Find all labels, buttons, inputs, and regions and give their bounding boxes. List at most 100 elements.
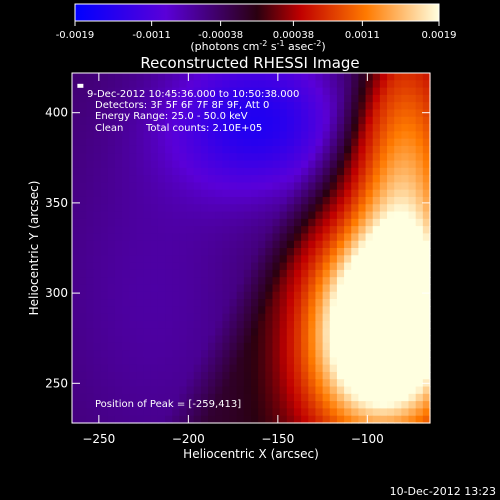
heatmap-cell — [79, 196, 87, 205]
heatmap-cell — [157, 226, 166, 235]
heatmap-cell — [372, 131, 381, 140]
heatmap-cell — [243, 408, 252, 417]
heatmap-cell — [114, 182, 123, 191]
heatmap-cell — [387, 240, 395, 249]
heatmap-cell — [157, 277, 166, 286]
heatmap-cell — [86, 189, 95, 198]
heatmap-cell — [136, 415, 145, 424]
heatmap-cell — [107, 240, 116, 249]
heatmap-cell — [114, 175, 123, 183]
heatmap-cell — [251, 299, 259, 307]
heatmap-cell — [251, 102, 259, 111]
heatmap-cell — [265, 255, 274, 264]
heatmap-cell — [286, 291, 295, 300]
heatmap-cell — [107, 313, 116, 322]
heatmap-cell — [379, 102, 388, 111]
heatmap-cell — [122, 196, 130, 205]
heatmap-cell — [336, 196, 345, 205]
heatmap-cell — [114, 248, 123, 256]
heatmap-cell — [165, 306, 173, 315]
heatmap-cell — [143, 328, 152, 337]
heatmap-cell — [329, 299, 338, 307]
heatmap-cell — [243, 248, 252, 256]
heatmap-cell — [387, 262, 395, 271]
heatmap-cell — [79, 364, 87, 373]
heatmap-cell — [179, 401, 188, 410]
annotation-counts: Total counts: 2.10E+05 — [145, 123, 262, 134]
heatmap-cell — [114, 371, 123, 380]
heatmap-cell — [165, 189, 173, 198]
heatmap-cell — [351, 189, 359, 198]
heatmap-cell — [93, 284, 102, 293]
heatmap-cell — [143, 226, 152, 235]
heatmap-cell — [143, 218, 152, 227]
heatmap-cell — [129, 94, 138, 103]
heatmap-cell — [322, 357, 331, 366]
heatmap-cell — [272, 182, 281, 191]
heatmap-cell — [229, 87, 238, 96]
heatmap-cell — [222, 204, 231, 213]
heatmap-cell — [229, 357, 238, 366]
heatmap-cell — [100, 226, 109, 235]
heatmap-cell — [93, 277, 102, 286]
heatmap-cell — [365, 357, 374, 366]
heatmap-cell — [157, 357, 166, 366]
heatmap-cell — [86, 408, 95, 417]
heatmap-cell — [129, 328, 138, 337]
heatmap-cell — [379, 160, 388, 169]
heatmap-cell — [415, 328, 424, 337]
heatmap-cell — [372, 167, 381, 176]
heatmap-cell — [351, 291, 359, 300]
heatmap-cell — [136, 189, 145, 198]
heatmap-cell — [208, 218, 216, 227]
heatmap-cell — [193, 415, 202, 424]
heatmap-cell — [72, 291, 80, 300]
heatmap-cell — [308, 299, 317, 307]
heatmap-cell — [272, 204, 281, 213]
heatmap-cell — [286, 138, 295, 147]
heatmap-cell — [401, 357, 410, 366]
heatmap-cell — [265, 248, 274, 256]
heatmap-cell — [415, 342, 424, 351]
heatmap-cell — [329, 364, 338, 373]
heatmap-cell — [258, 386, 266, 395]
heatmap-cell — [401, 240, 410, 249]
heatmap-cell — [272, 379, 281, 388]
heatmap-cell — [279, 371, 288, 380]
heatmap-cell — [415, 364, 424, 373]
heatmap-cell — [143, 80, 152, 89]
heatmap-cell — [165, 124, 173, 132]
heatmap-cell — [258, 153, 266, 162]
heatmap-cell — [358, 233, 367, 242]
heatmap-cell — [293, 160, 302, 169]
heatmap-cell — [150, 401, 159, 410]
heatmap-cell — [365, 320, 374, 329]
heatmap-cell — [179, 87, 188, 96]
heatmap-cell — [172, 386, 180, 395]
heatmap-cell — [229, 218, 238, 227]
heatmap-cell — [172, 196, 180, 205]
heatmap-cell — [322, 196, 331, 205]
heatmap-cell — [200, 335, 209, 344]
heatmap-cell — [208, 350, 216, 358]
heatmap-cell — [215, 167, 223, 176]
heatmap-cell — [251, 211, 259, 220]
heatmap-cell — [329, 102, 338, 111]
heatmap-cell — [200, 80, 209, 89]
heatmap-cell — [129, 371, 138, 380]
heatmap-cell — [79, 306, 87, 315]
heatmap-cell — [336, 233, 345, 242]
heatmap-cell — [358, 116, 367, 125]
heatmap-cell — [379, 196, 388, 205]
heatmap-cell — [415, 131, 424, 140]
heatmap-cell — [143, 320, 152, 329]
heatmap-cell — [336, 284, 345, 293]
heatmap-cell — [215, 328, 223, 337]
heatmap-cell — [86, 379, 95, 388]
heatmap-cell — [308, 226, 317, 235]
heatmap-cell — [86, 248, 95, 256]
heatmap-cell — [422, 415, 431, 424]
heatmap-cell — [415, 299, 424, 307]
heatmap-cell — [272, 262, 281, 271]
heatmap-cell — [200, 138, 209, 147]
